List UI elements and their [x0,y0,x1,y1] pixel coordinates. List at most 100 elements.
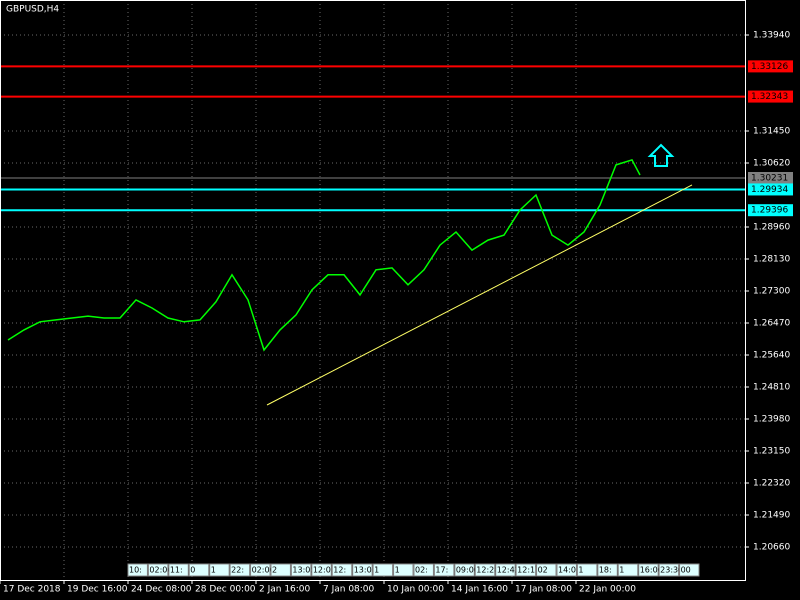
time-marker-box [576,563,598,577]
time-marker: 22: [231,566,244,575]
price-level-label: 1.29934 [751,185,788,195]
time-marker-box [638,563,659,577]
time-marker: 02 [538,566,548,575]
x-tick-label: 10 Jan 00:00 [387,585,444,595]
time-marker-box [290,563,312,577]
price-level-tag [748,183,793,196]
time-marker-box [372,563,394,577]
time-marker-box [679,563,700,577]
time-marker: 11: [170,566,183,575]
time-marker: 0 [190,566,195,575]
y-tick-label: 1.24810 [753,383,790,393]
time-marker-box [331,563,353,577]
time-marker: 12:17 [517,566,540,575]
signal-arrow [647,143,675,167]
time-marker-box [536,563,557,577]
price-level-tag [748,60,793,73]
plot-frame [0,0,746,581]
y-tick-label: 1.28960 [753,223,790,233]
time-marker: 02: [415,566,428,575]
time-marker: 09:00 [456,566,479,575]
trendline [266,184,693,406]
time-marker-box [495,563,516,577]
time-marker-box [515,563,537,577]
y-tick-label: 1.22320 [753,478,790,488]
time-marker-box [474,563,496,577]
time-marker-box [658,563,680,577]
time-marker: 23:30 [660,566,683,575]
time-marker: 12: [333,566,346,575]
time-marker: 02:00 [149,566,172,575]
time-marker-box [209,563,230,577]
time-marker: 1 [578,566,583,575]
time-marker: 12:0 [313,566,331,575]
time-marker-box [127,563,148,577]
price-level-label: 1.32343 [751,92,788,102]
time-marker: 10: [129,566,142,575]
time-marker-box [352,563,373,577]
y-tick-label: 1.26470 [753,319,790,329]
time-marker-box [188,563,210,577]
x-tick-label: 17 Dec 2018 [3,585,61,595]
y-tick-label: 1.27300 [753,287,790,297]
time-marker-box [168,563,189,577]
price-level-label: 1.29396 [751,206,788,216]
chart-title: GBPUSD,H4 [6,5,59,15]
price-level-tag [748,204,793,217]
time-marker-box [229,563,251,577]
time-marker: 14:0 [558,566,576,575]
price-line [7,158,641,352]
time-marker-box [393,563,414,577]
time-marker: 16:00 [640,566,663,575]
y-tick-label: 1.20660 [753,542,790,552]
time-marker: 12:42 [497,566,520,575]
price-level-label: 1.33126 [751,62,788,72]
axes: 1.33940 1.31450 1.30620 1.28960 1.28130 1.273… [0,31,793,595]
x-tick-label: 2 Jan 16:00 [259,585,311,595]
time-marker-box [250,563,271,577]
price-level-label: 1.30231 [751,174,788,184]
time-marker-box [311,563,332,577]
x-tick-label: 24 Dec 08:00 [131,585,192,595]
y-tick-label: 1.21490 [753,510,790,520]
time-marker: 1 [374,566,379,575]
price-level-tag [748,172,793,185]
x-tick-label: 17 Jan 08:00 [515,585,572,595]
price-level-tag [748,90,793,103]
time-marker: 02:00 [252,566,275,575]
time-marker: 1 [619,566,624,575]
time-marker: 1 [395,566,400,575]
time-marker-box [617,563,639,577]
x-tick-label: 7 Jan 08:00 [323,585,375,595]
time-marker: 17: [435,566,448,575]
y-tick-label: 1.33940 [753,31,790,41]
y-tick-label: 1.23150 [753,446,790,456]
plot [0,65,745,406]
y-tick-label: 1.30620 [753,159,790,169]
time-marker-box [147,563,169,577]
time-marker-box [597,563,618,577]
time-marker: 12:28 [476,566,499,575]
time-marker: 1 [211,566,216,575]
x-tick-label: 28 Dec 00:00 [195,585,256,595]
y-tick-label: 1.23980 [753,415,790,425]
time-marker-box [413,563,434,577]
time-marker: 2 [272,566,277,575]
time-marker: 13:0 [354,566,372,575]
time-marker-box [270,563,291,577]
time-marker-box [454,563,475,577]
x-tick-label: 19 Dec 16:00 [67,585,128,595]
x-tick-label: 22 Jan 00:00 [579,585,636,595]
time-marker-box [556,563,577,577]
time-marker: 18: [599,566,612,575]
y-tick-label: 1.28130 [753,255,790,265]
time-marker-box [433,563,455,577]
y-tick-label: 1.25640 [753,351,790,361]
time-marker: 13:05 [292,566,315,575]
time-marker: 00 [681,566,691,575]
x-tick-label: 14 Jan 16:00 [451,585,508,595]
y-tick-label: 1.31450 [753,127,790,137]
